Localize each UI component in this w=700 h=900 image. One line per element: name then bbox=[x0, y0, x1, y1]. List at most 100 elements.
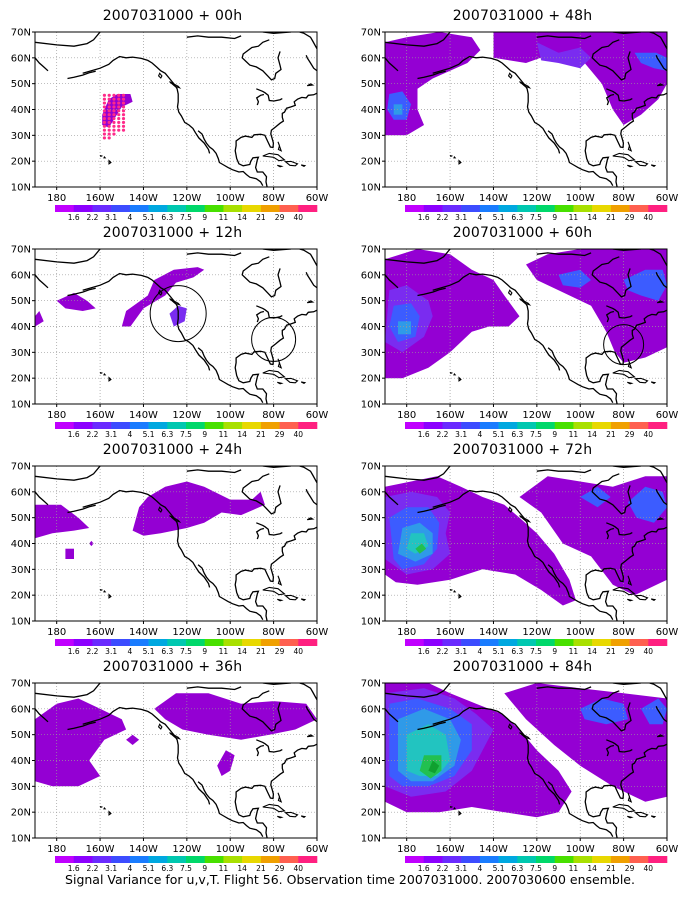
lon-label: 80W bbox=[262, 844, 285, 855]
lat-label: 70N bbox=[361, 28, 381, 39]
colorbar-label: 2.2 bbox=[436, 647, 448, 656]
colorbar-label: 40 bbox=[294, 864, 304, 873]
coastline bbox=[547, 130, 614, 187]
colorbar-swatch bbox=[55, 205, 75, 212]
island-outline bbox=[277, 358, 283, 369]
colorbar-swatch bbox=[186, 205, 206, 212]
island-outline bbox=[612, 152, 636, 162]
island-outline bbox=[306, 83, 315, 87]
coastline bbox=[591, 256, 632, 298]
lon-label: 60W bbox=[306, 627, 329, 638]
coastline bbox=[299, 32, 317, 50]
island-outline bbox=[108, 376, 112, 382]
contour-area bbox=[398, 321, 411, 335]
colorbar-swatch bbox=[592, 639, 612, 646]
observation-dot bbox=[112, 109, 116, 113]
colorbar-swatch bbox=[648, 205, 668, 212]
island-outline bbox=[306, 300, 315, 304]
colorbar-swatch bbox=[148, 205, 168, 212]
colorbar-label: 5.1 bbox=[143, 647, 155, 656]
colorbar-swatch bbox=[148, 639, 168, 646]
observation-dot bbox=[107, 120, 111, 125]
colorbar-label: 21 bbox=[256, 864, 266, 873]
island-outline bbox=[306, 734, 315, 738]
lon-label: 80W bbox=[262, 410, 285, 421]
colorbar-swatch bbox=[204, 639, 224, 646]
colorbar-swatch bbox=[536, 639, 556, 646]
colorbar-swatch bbox=[442, 856, 462, 863]
coastline bbox=[606, 739, 633, 753]
colorbar-label: 11 bbox=[569, 864, 579, 873]
contour-area bbox=[126, 734, 140, 745]
coastline bbox=[584, 309, 667, 404]
coastline bbox=[255, 527, 265, 540]
observation-dot bbox=[112, 132, 116, 136]
colorbar-swatch bbox=[129, 205, 149, 212]
coastline bbox=[197, 781, 264, 838]
colorbar-label: 2.2 bbox=[86, 864, 98, 873]
island-outline bbox=[277, 815, 284, 819]
colorbar-swatch bbox=[186, 856, 206, 863]
colorbar-label: 7.5 bbox=[530, 213, 542, 222]
coastline bbox=[432, 706, 561, 805]
map-48h: 70N 60N 50N 40N 30N 20N 10N 180 160W 140W 120W 100W… bbox=[361, 28, 679, 223]
observation-dot bbox=[102, 113, 107, 117]
colorbar-label: 14 bbox=[587, 430, 597, 439]
colorbar-label: 5.1 bbox=[143, 213, 155, 222]
colorbar-label: 14 bbox=[587, 647, 597, 656]
colorbar-swatch bbox=[442, 639, 462, 646]
lon-label: 140W bbox=[129, 627, 158, 638]
island-outline bbox=[169, 515, 182, 523]
colorbar-swatch bbox=[554, 205, 574, 212]
colorbar-swatch bbox=[461, 422, 481, 429]
coastline bbox=[35, 491, 49, 506]
coastline bbox=[186, 469, 242, 474]
lat-label: 70N bbox=[361, 462, 381, 473]
colorbar-label: 14 bbox=[587, 213, 597, 222]
lon-label: 80W bbox=[612, 193, 635, 204]
colorbar-swatch bbox=[298, 422, 318, 429]
colorbar-swatch bbox=[442, 205, 462, 212]
colorbar-label: 40 bbox=[294, 213, 304, 222]
colorbar-label: 4 bbox=[127, 647, 132, 656]
colorbar-swatch bbox=[592, 422, 612, 429]
lat-label: 30N bbox=[361, 348, 381, 359]
observation-dot bbox=[121, 97, 126, 101]
island-outline bbox=[656, 83, 665, 87]
colorbar-swatch bbox=[92, 639, 112, 646]
colorbar-label: 1.6 bbox=[418, 430, 430, 439]
coastline bbox=[584, 743, 667, 838]
coastline bbox=[256, 739, 283, 753]
colorbar-swatch bbox=[242, 205, 262, 212]
island-outline bbox=[277, 792, 283, 803]
colorbar-swatch bbox=[129, 856, 149, 863]
observation-dot bbox=[102, 132, 107, 136]
lon-label: 80W bbox=[612, 410, 635, 421]
colorbar-label: 11 bbox=[219, 647, 229, 656]
coastline bbox=[299, 466, 317, 484]
coastline bbox=[536, 469, 592, 474]
coastline bbox=[605, 527, 615, 540]
colorbar-label: 40 bbox=[644, 213, 654, 222]
lon-label: 120W bbox=[522, 844, 551, 855]
contour-area bbox=[217, 750, 235, 776]
lat-label: 70N bbox=[361, 679, 381, 690]
colorbar-swatch bbox=[279, 205, 299, 212]
island-outline bbox=[453, 807, 457, 810]
panel-title: 2007031000 + 48h bbox=[452, 8, 593, 24]
island-outline bbox=[650, 164, 657, 167]
lat-label: 10N bbox=[11, 400, 31, 411]
lat-label: 20N bbox=[361, 808, 381, 819]
colorbar-label: 4 bbox=[127, 213, 132, 222]
lat-label: 40N bbox=[11, 756, 31, 767]
target-circle bbox=[251, 316, 297, 362]
observation-dot bbox=[121, 116, 126, 121]
lat-label: 50N bbox=[361, 513, 381, 524]
colorbar-swatch bbox=[260, 422, 280, 429]
island-outline bbox=[627, 815, 634, 819]
lon-label: 140W bbox=[479, 844, 508, 855]
observation-dot bbox=[121, 105, 126, 109]
colorbar-swatch bbox=[242, 639, 262, 646]
colorbar-swatch bbox=[629, 422, 649, 429]
island-outline bbox=[453, 590, 457, 593]
